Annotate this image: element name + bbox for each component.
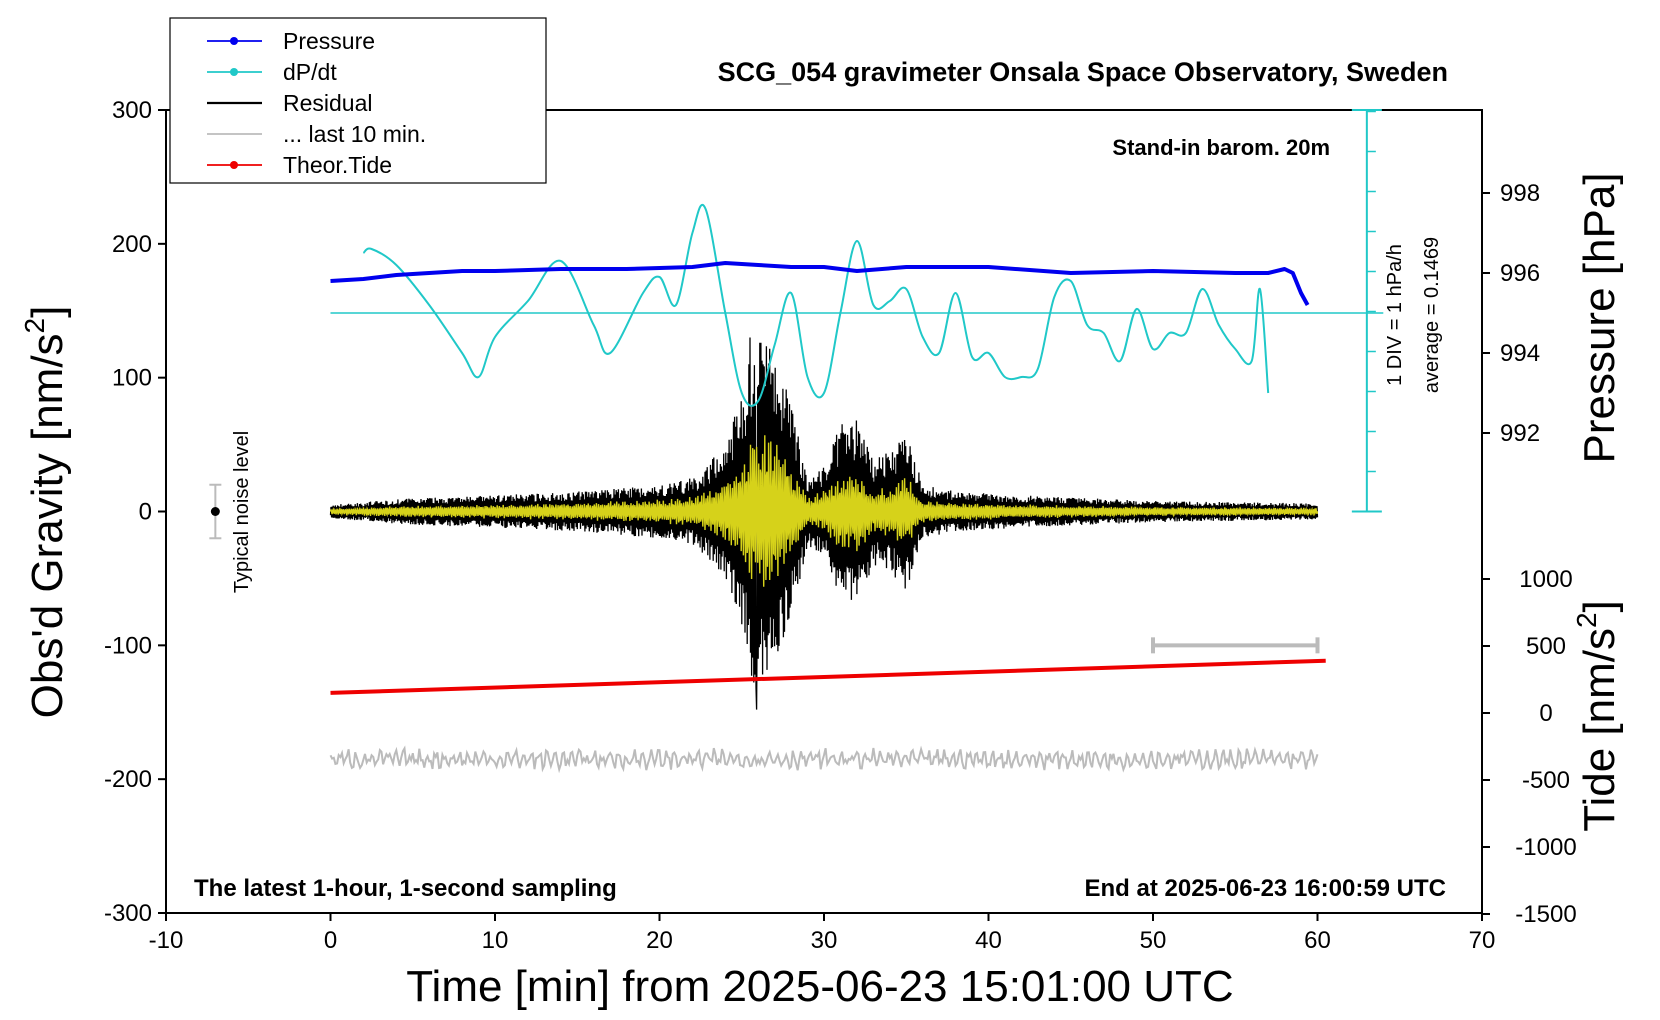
tide-tick-label: -1000 [1515, 834, 1576, 861]
tide-label-sup: 2 [1571, 612, 1602, 628]
legend-label: ... last 10 min. [283, 121, 426, 147]
tide-line [330, 658, 1326, 695]
x-tick-label: 70 [1469, 927, 1496, 954]
x-tick-label: 0 [324, 927, 337, 954]
noise-point [210, 507, 220, 516]
dpdt-scale-axis [1351, 109, 1382, 513]
y-tick-label: 200 [112, 231, 152, 258]
pressure-series [330, 261, 1310, 306]
y-tick-label: 100 [112, 365, 152, 392]
legend-marker [230, 37, 238, 45]
sampling-note: The latest 1-hour, 1-second sampling [194, 875, 617, 902]
x-tick-label: 30 [811, 927, 838, 954]
legend-label: dP/dt [283, 59, 337, 85]
legend: Pressure dP/dt Residual ... last 10 min. The… [169, 17, 547, 184]
legend-label: Residual [283, 90, 373, 116]
pressure-axis-label: Pressure [hPa] [1575, 172, 1624, 463]
y-axis-ticks: -300 -200 -100 0 100 200 300 [104, 97, 166, 927]
theoretical-tide-series [330, 658, 1326, 695]
x-tick-label: -10 [149, 927, 184, 954]
tide-axis-label: Tide [nm/s2] [1571, 600, 1624, 832]
chart-extras [209, 483, 1320, 654]
x-axis-label: Time [min] from 2025-06-23 15:01:00 UTC [406, 962, 1233, 1011]
pressure-line [330, 261, 1310, 306]
residual-filtered-line [329, 435, 1319, 587]
tide-label-text: Tide [nm/s [1575, 628, 1624, 832]
last-10-min-line [329, 745, 1319, 774]
dpdt-line [362, 203, 1270, 407]
dpdt-average-label: average = 0.1469 [1421, 237, 1443, 393]
y-tick-label: -300 [104, 900, 152, 927]
x-axis-ticks: -10 0 10 20 30 40 50 60 70 [149, 913, 1496, 954]
y-label-text: Obs'd Gravity [nm/s [23, 333, 72, 718]
dpdt-div-label: 1 DIV = 1 hPa/h [1384, 244, 1406, 386]
tide-tick-label: -1500 [1515, 901, 1576, 928]
legend-marker [230, 68, 238, 76]
x-tick-label: 40 [975, 927, 1002, 954]
tide-label-end: ] [1575, 600, 1624, 612]
pressure-tick-label: 996 [1500, 260, 1540, 287]
y-tick-label: -100 [104, 632, 152, 659]
pressure-axis-ticks: 992 994 996 998 [1482, 180, 1540, 447]
legend-label: Theor.Tide [283, 152, 392, 178]
tide-tick-label: 1000 [1519, 566, 1572, 593]
pressure-tick-label: 992 [1500, 420, 1540, 447]
x-tick-label: 10 [482, 927, 509, 954]
noise-level-label: Typical noise level [231, 431, 253, 593]
chart-title: SCG_054 gravimeter Onsala Space Observat… [718, 57, 1448, 87]
y-tick-label: 300 [112, 97, 152, 124]
legend-box [169, 17, 547, 184]
x-tick-label: 20 [646, 927, 673, 954]
y-tick-label: 0 [139, 499, 152, 526]
y-label-end: ] [23, 306, 72, 318]
last-10-min-series [329, 745, 1319, 774]
y-axis-label-left: Obs'd Gravity [nm/s2] [19, 306, 72, 719]
barometer-note: Stand-in barom. 20m [1112, 135, 1330, 160]
tide-axis-ticks: -1500 -1000 -500 0 500 1000 [1482, 566, 1577, 928]
dpdt-series [330, 203, 1384, 407]
x-tick-label: 50 [1140, 927, 1167, 954]
tide-tick-label: -500 [1522, 767, 1570, 794]
pressure-tick-label: 998 [1500, 180, 1540, 207]
tide-tick-label: 500 [1526, 633, 1566, 660]
end-time-note: End at 2025-06-23 16:00:59 UTC [1085, 875, 1447, 902]
legend-label: Pressure [283, 28, 375, 54]
residual-series [329, 337, 1319, 710]
y-tick-label: -200 [104, 766, 152, 793]
x-tick-label: 60 [1304, 927, 1331, 954]
residual-line [329, 337, 1319, 710]
pressure-tick-label: 994 [1500, 340, 1540, 367]
tide-tick-label: 0 [1539, 700, 1552, 727]
legend-marker [230, 161, 238, 169]
y-label-sup: 2 [19, 318, 50, 334]
